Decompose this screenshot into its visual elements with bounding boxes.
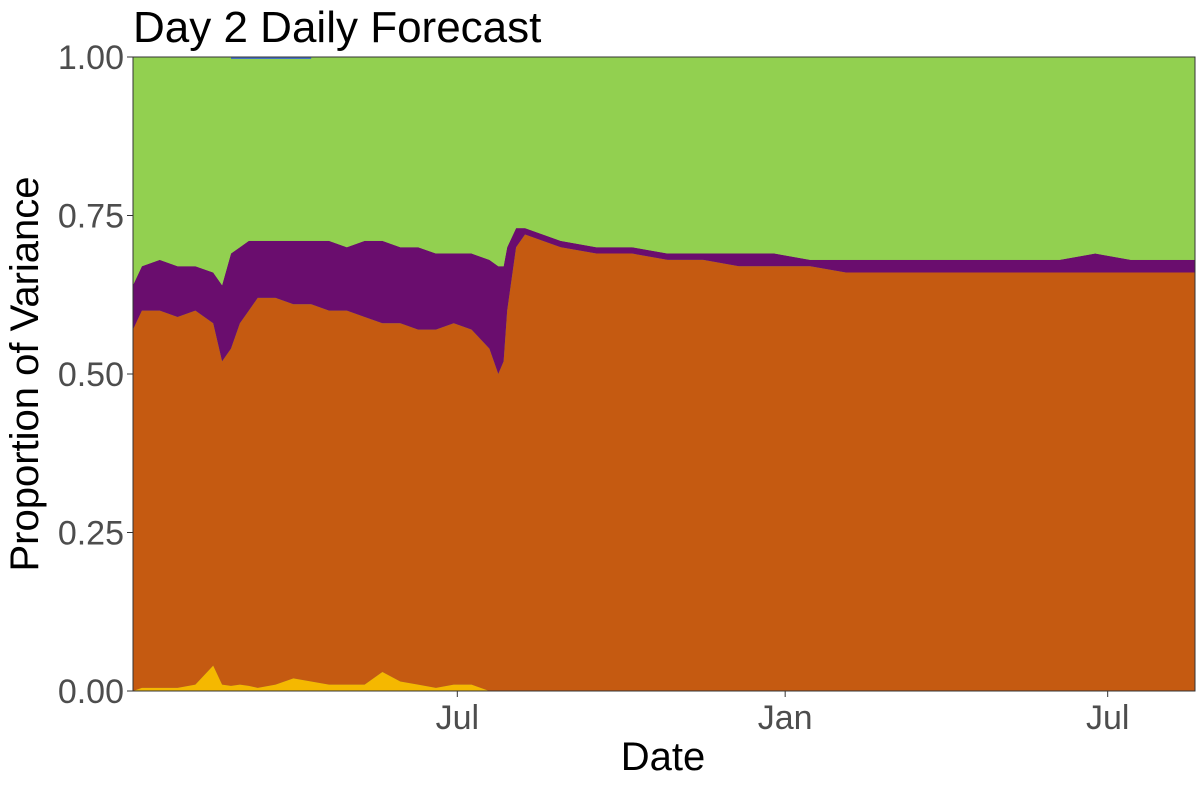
- y-tick-label: 1.00: [58, 39, 124, 77]
- x-axis-title: Date: [621, 735, 706, 779]
- chart-title: Day 2 Daily Forecast: [133, 3, 541, 52]
- area-driver: [133, 57, 1195, 286]
- y-axis-title: Proportion of Variance: [3, 176, 47, 571]
- y-axis: 0.00 0.25 0.50 0.75 1.00: [58, 39, 133, 711]
- y-tick-label: 0.25: [58, 515, 124, 553]
- area-process: [133, 234, 1195, 691]
- y-tick-label: 0.75: [58, 198, 124, 236]
- x-tick-label: Jul: [1086, 699, 1129, 737]
- x-tick-label: Jul: [436, 699, 479, 737]
- area-initial-conditions: [133, 665, 1195, 691]
- x-tick-label: Jan: [758, 699, 813, 737]
- area-parameter: [133, 228, 1195, 374]
- y-tick-label: 0.00: [58, 673, 124, 711]
- plot-area: [133, 57, 1195, 691]
- x-axis: Jul Jan Jul: [436, 691, 1129, 737]
- y-tick-label: 0.50: [58, 356, 124, 394]
